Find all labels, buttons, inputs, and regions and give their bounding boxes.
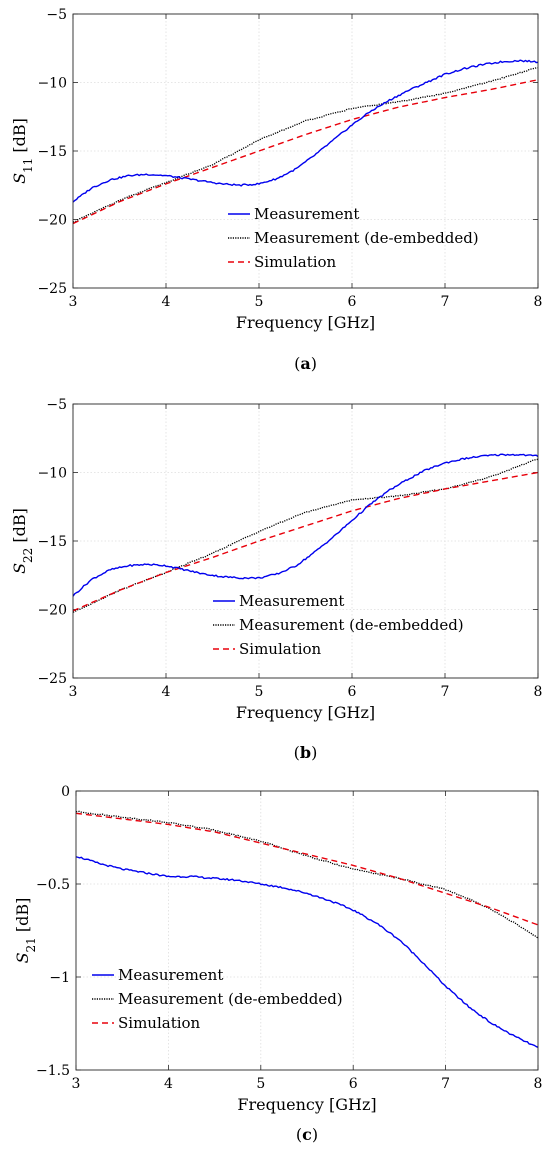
x-tick-label: 7	[441, 1076, 450, 1092]
y-tick-label: −25	[37, 281, 67, 297]
panel-caption-letter: a	[300, 354, 310, 373]
x-axis-label: Frequency [GHz]	[236, 703, 375, 722]
x-tick-label: 8	[534, 294, 543, 310]
series-line-solid-1	[73, 59, 538, 203]
y-tick-label: −20	[37, 603, 67, 619]
legend-entry: Simulation	[118, 1014, 201, 1032]
series-line-dashed-3	[76, 812, 538, 926]
series-group	[76, 810, 538, 1048]
grid	[76, 791, 538, 1070]
legend-entry: Measurement (de-embedded)	[239, 616, 464, 634]
chart-panel-2: 3 4 5 6 7 8−25−20−15−10−5MeasurementMeasureme…	[10, 397, 542, 762]
x-tick-label: 3	[69, 294, 78, 310]
y-axis-label: S11 [dB]	[10, 118, 35, 184]
legend: Measurement Measurement (de-embedded) Simu…	[92, 966, 343, 1032]
x-tick-label: 8	[534, 1076, 543, 1092]
panel-caption: (c)	[296, 1125, 318, 1144]
grid	[73, 404, 538, 678]
legend: Measurement Measurement (de-embedded) Simu…	[228, 205, 479, 271]
panel-caption-letter: b	[300, 743, 311, 762]
y-tick-label: −20	[37, 213, 67, 229]
series-line-solid-1	[73, 453, 538, 597]
y-tick-label: −1	[49, 970, 70, 986]
y-tick-label: −25	[37, 671, 67, 687]
series-group	[73, 59, 538, 225]
x-tick-label: 4	[162, 294, 171, 310]
y-axis-label-subscript: 21	[24, 937, 38, 952]
axes-box	[75, 790, 539, 1071]
series-line-dashed-3	[73, 471, 538, 612]
y-axis-label-unit: [dB]	[10, 508, 29, 548]
x-tick-label: 4	[162, 684, 171, 700]
x-tick-label: 4	[164, 1076, 173, 1092]
legend-entry: Measurement (de-embedded)	[118, 990, 343, 1008]
legend-entry: Simulation	[254, 253, 337, 271]
x-tick-label: 5	[255, 684, 264, 700]
grid	[73, 14, 538, 288]
x-tick-label: 3	[72, 1076, 81, 1092]
axes-box	[72, 13, 539, 289]
y-tick-label: −10	[37, 466, 67, 482]
x-axis-label: Frequency [GHz]	[237, 1095, 376, 1114]
plot-area	[76, 791, 538, 1070]
x-tick-label: 5	[256, 1076, 265, 1092]
series-line-solid-1	[76, 856, 538, 1048]
x-tick-label: 7	[441, 684, 450, 700]
x-tick-label: 6	[348, 294, 357, 310]
series-line-dashed-3	[73, 79, 538, 225]
y-axis-label-symbol: S	[10, 173, 29, 184]
series-group	[73, 453, 538, 613]
y-axis-label-unit: [dB]	[10, 118, 29, 158]
legend-entry: Simulation	[239, 640, 322, 658]
panel-caption: (a)	[294, 354, 317, 373]
legend-entry: Measurement	[118, 966, 223, 984]
y-axis-label-subscript: 22	[21, 548, 35, 563]
chart-panel-1: 3 4 5 6 7 8−25−20−15−10−5MeasurementMeasureme…	[10, 7, 542, 373]
y-axis-label: S21 [dB]	[13, 898, 38, 964]
series-line-dotted-2	[73, 67, 538, 223]
y-tick-label: −15	[37, 534, 67, 550]
y-tick-label: 0	[61, 784, 70, 800]
x-tick-label: 8	[534, 684, 543, 700]
y-axis-label-symbol: S	[13, 952, 32, 963]
y-tick-label: −1.5	[36, 1063, 70, 1079]
x-tick-label: 6	[349, 1076, 358, 1092]
series-line-dotted-2	[76, 810, 538, 939]
x-tick-label: 5	[255, 294, 264, 310]
y-axis-label: S22 [dB]	[10, 508, 35, 574]
legend-entry: Measurement	[239, 592, 344, 610]
y-axis-label-subscript: 11	[21, 158, 35, 173]
y-tick-label: −10	[37, 76, 67, 92]
y-axis-label-symbol: S	[10, 563, 29, 574]
y-axis-label-unit: [dB]	[13, 898, 32, 938]
legend-entry: Measurement (de-embedded)	[254, 229, 479, 247]
x-tick-label: 3	[69, 684, 78, 700]
axes-box	[72, 403, 539, 679]
chart-panel-3: 3 4 5 6 7 8 −1.5 −1 −0.5 0 Measurement Measurement …	[13, 784, 542, 1144]
panel-caption-letter: c	[302, 1125, 312, 1144]
x-axis-label: Frequency [GHz]	[236, 313, 375, 332]
y-tick-label: −5	[46, 7, 67, 23]
legend-entry: Measurement	[254, 205, 359, 223]
y-tick-label: −0.5	[36, 877, 70, 893]
panel-caption: (b)	[294, 743, 318, 762]
x-tick-label: 6	[348, 684, 357, 700]
x-tick-label: 7	[441, 294, 450, 310]
y-tick-label: −5	[46, 397, 67, 413]
y-tick-label: −15	[37, 144, 67, 160]
legend: Measurement Measurement (de-embedded) Simu…	[213, 592, 464, 658]
